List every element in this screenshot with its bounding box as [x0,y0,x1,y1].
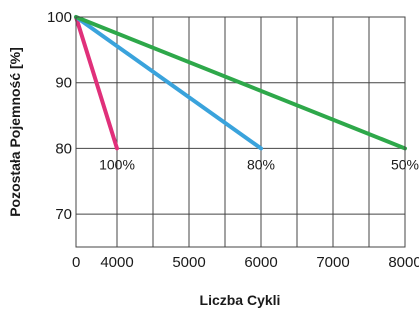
y-tick-label: 80 [55,140,72,157]
series-annotation: 80% [247,156,275,172]
x-tick-label: 4000 [100,254,133,271]
series-line [74,15,119,151]
x-tick-label: 5000 [172,254,205,271]
x-tick-label: 7000 [316,254,349,271]
x-tick-label: 0 [72,254,80,271]
series-lines [74,15,407,151]
x-axis-title: Liczba Cykli [200,292,281,308]
y-tick-label: 100 [47,9,72,26]
x-tick-label: 8000 [388,254,419,271]
y-tick-label: 90 [55,75,72,92]
plot-frame [75,16,406,248]
y-axis-title: Pozostała Pojemność [%] [7,47,23,217]
y-tick-labels: 70 80 90 100 [47,9,72,223]
series-annotation: 100% [99,156,135,172]
series-annotation: 50% [391,156,419,172]
x-tick-labels: 0 4000 5000 6000 7000 8000 [72,254,419,271]
y-tick-label: 70 [55,206,72,223]
series-annotations: 100% 80% 50% [99,156,419,172]
series-line [74,15,407,151]
x-tick-label: 6000 [244,254,277,271]
series-line [74,15,263,151]
